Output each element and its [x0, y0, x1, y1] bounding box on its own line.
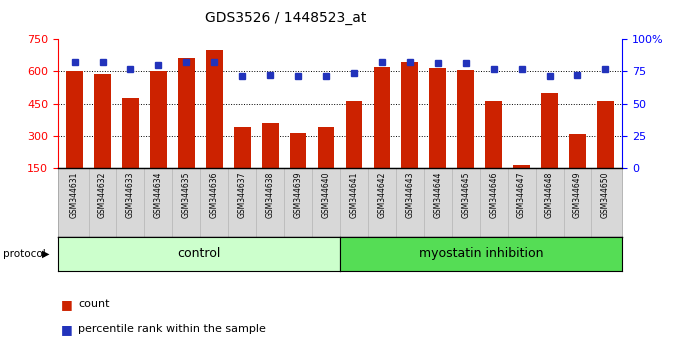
Bar [597, 101, 614, 168]
Bar [262, 123, 279, 168]
Text: GSM344646: GSM344646 [489, 172, 498, 218]
Bar [178, 58, 194, 168]
Bar [486, 101, 502, 168]
Text: ■: ■ [61, 298, 73, 311]
Text: GDS3526 / 1448523_at: GDS3526 / 1448523_at [205, 11, 367, 25]
Text: GSM344634: GSM344634 [154, 172, 163, 218]
Bar [401, 62, 418, 168]
Text: GSM344638: GSM344638 [266, 172, 275, 218]
Text: count: count [78, 299, 109, 309]
Text: ■: ■ [61, 323, 73, 336]
Text: GSM344632: GSM344632 [98, 172, 107, 218]
Bar [66, 71, 83, 168]
Text: GSM344640: GSM344640 [322, 172, 330, 218]
Text: GSM344642: GSM344642 [377, 172, 386, 218]
Text: GSM344648: GSM344648 [545, 172, 554, 218]
Text: GSM344644: GSM344644 [433, 172, 442, 218]
Bar [122, 98, 139, 168]
Text: GSM344649: GSM344649 [573, 172, 582, 218]
Bar [318, 127, 335, 168]
Text: percentile rank within the sample: percentile rank within the sample [78, 324, 266, 334]
Text: GSM344631: GSM344631 [70, 172, 79, 218]
Text: GSM344635: GSM344635 [182, 172, 191, 218]
Bar [206, 50, 222, 168]
Text: GSM344636: GSM344636 [209, 172, 219, 218]
Text: protocol: protocol [3, 249, 46, 259]
Bar [234, 127, 251, 168]
Text: GSM344641: GSM344641 [350, 172, 358, 218]
Bar [541, 93, 558, 168]
Bar [373, 67, 390, 168]
Text: GSM344633: GSM344633 [126, 172, 135, 218]
Bar [569, 134, 586, 168]
Text: GSM344647: GSM344647 [517, 172, 526, 218]
Text: GSM344637: GSM344637 [238, 172, 247, 218]
Bar [94, 74, 111, 168]
Text: GSM344645: GSM344645 [461, 172, 471, 218]
Bar [290, 133, 307, 168]
Bar [458, 70, 474, 168]
Text: GSM344643: GSM344643 [405, 172, 414, 218]
Text: GSM344650: GSM344650 [601, 172, 610, 218]
Bar [513, 165, 530, 168]
Text: GSM344639: GSM344639 [294, 172, 303, 218]
Text: myostatin inhibition: myostatin inhibition [419, 247, 543, 261]
Bar [150, 71, 167, 168]
Bar [429, 68, 446, 168]
Text: control: control [177, 247, 220, 261]
Text: ▶: ▶ [42, 249, 50, 259]
Bar [345, 101, 362, 168]
